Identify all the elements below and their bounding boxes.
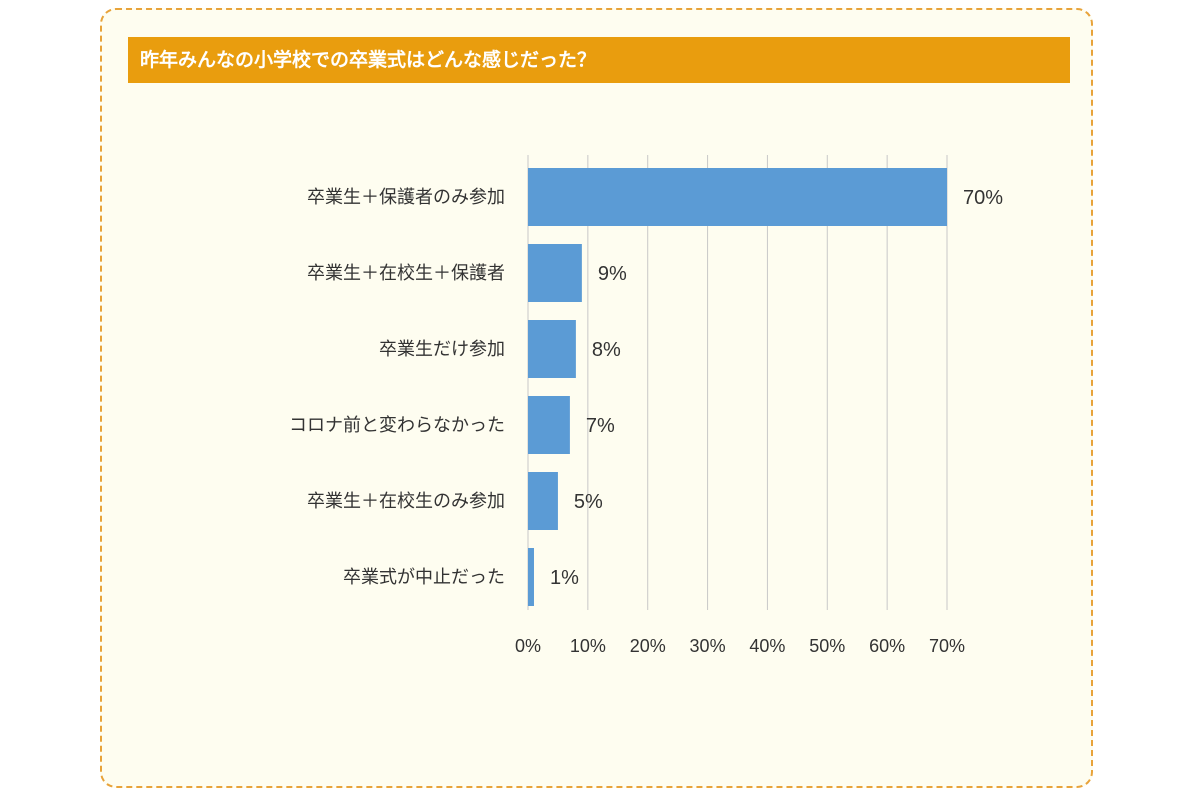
- category-label-3: コロナ前と変わらなかった: [289, 415, 505, 436]
- chart-title: 昨年みんなの小学校での卒業式はどんな感じだった？: [128, 37, 1070, 83]
- value-labels: 70% 9% 8% 7% 5% 1%: [550, 187, 1003, 589]
- x-tick-label-70: 70%: [929, 636, 965, 656]
- chart-frame: [100, 8, 1093, 788]
- x-tick-label-60: 60%: [869, 636, 905, 656]
- x-tick-label-30: 30%: [690, 636, 726, 656]
- bars: [528, 168, 947, 606]
- category-label-2: 卒業生だけ参加: [379, 339, 505, 360]
- value-label-5: 1%: [550, 567, 579, 589]
- value-label-0: 70%: [963, 187, 1003, 209]
- x-tick-label-0: 0%: [515, 636, 541, 656]
- gridlines: [527, 155, 948, 610]
- category-label-5: 卒業式が中止だった: [343, 567, 505, 588]
- bar-4: [528, 472, 558, 530]
- value-label-3: 7%: [586, 415, 615, 437]
- x-tick-label-50: 50%: [809, 636, 845, 656]
- value-label-4: 5%: [574, 491, 603, 513]
- bar-1: [528, 244, 582, 302]
- bar-2: [528, 320, 576, 378]
- x-tick-label-10: 10%: [570, 636, 606, 656]
- category-label-1: 卒業生＋在校生＋保護者: [307, 263, 505, 284]
- bar-0: [528, 168, 947, 226]
- category-label-0: 卒業生＋保護者のみ参加: [307, 187, 505, 208]
- x-tick-label-40: 40%: [749, 636, 785, 656]
- value-label-2: 8%: [592, 339, 621, 361]
- x-tick-labels: 0% 10% 20% 30% 40% 50% 60% 70%: [515, 636, 965, 656]
- category-label-4: 卒業生＋在校生のみ参加: [307, 491, 505, 512]
- value-label-1: 9%: [598, 263, 627, 285]
- bar-3: [528, 396, 570, 454]
- x-tick-label-20: 20%: [630, 636, 666, 656]
- bar-5: [528, 548, 534, 606]
- category-labels: 卒業生＋保護者のみ参加卒業生＋在校生＋保護者卒業生だけ参加コロナ前と変わらなかっ…: [289, 187, 505, 588]
